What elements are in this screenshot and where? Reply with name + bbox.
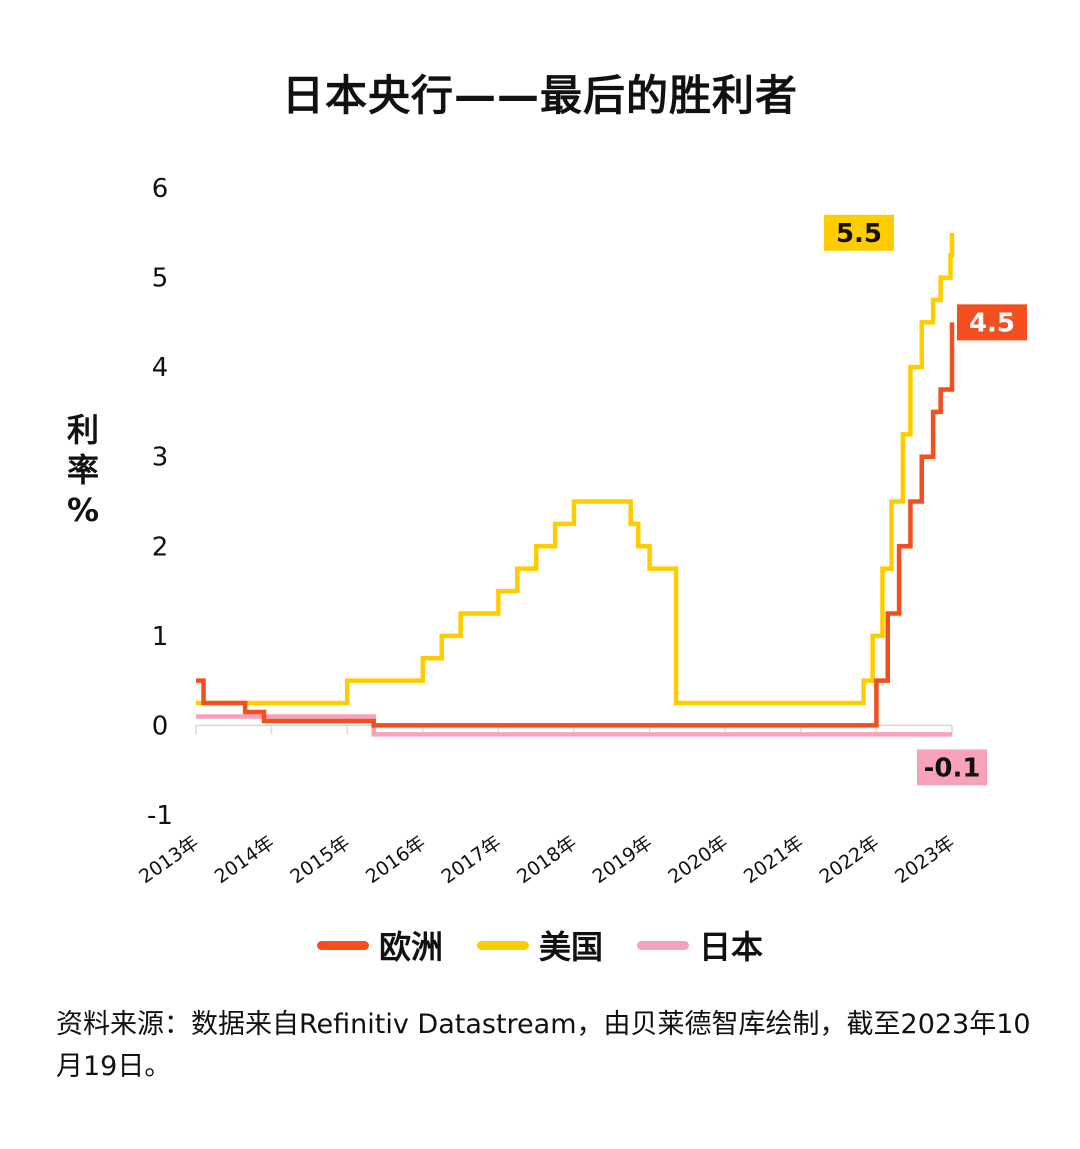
x-tick-label: 2016年 xyxy=(362,832,430,889)
chart-title: 日本央行——最后的胜利者 xyxy=(281,71,798,120)
end-label-text: -0.1 xyxy=(924,753,981,783)
y-tick-label: 5 xyxy=(152,264,169,294)
legend-swatch xyxy=(637,940,689,950)
series-line xyxy=(196,322,955,728)
end-label-box xyxy=(917,749,987,786)
chart-plot: 2013年 2014年 2015年 2016年 2017年 2018年 2019年 2020年… xyxy=(135,174,1027,889)
y-tick-label: -1 xyxy=(147,801,173,831)
y-tick-label: 1 xyxy=(152,622,169,652)
source-note: 资料来源：数据来自Refinitiv Datastream，由贝莱德智库绘制，截… xyxy=(56,1009,1031,1082)
end-label-text: 4.5 xyxy=(969,308,1015,338)
x-tick-label: 2023年 xyxy=(891,832,959,889)
y-axis-label: 利 率 % xyxy=(58,410,108,530)
legend-swatch xyxy=(476,940,529,950)
x-tick-label: 2019年 xyxy=(589,832,657,889)
x-tick-label: 2018年 xyxy=(513,832,581,889)
legend-label: 欧洲 xyxy=(378,928,443,966)
legend: 欧洲 美国 日本 xyxy=(0,922,1080,968)
y-tick-label: 6 xyxy=(152,174,169,204)
legend-item-us: 美国 xyxy=(476,922,603,968)
series-line xyxy=(196,232,955,706)
y-axis-label-char: % xyxy=(66,491,100,529)
legend-item-japan: 日本 xyxy=(637,922,763,968)
y-tick-label: 3 xyxy=(152,443,169,473)
legend-label: 日本 xyxy=(699,928,764,966)
end-label-box xyxy=(824,214,894,251)
x-tick-label: 2021年 xyxy=(740,832,808,889)
x-tick-label: 2014年 xyxy=(211,832,279,889)
x-tick-label: 2013年 xyxy=(135,832,203,889)
x-tick-label: 2022年 xyxy=(815,832,883,889)
y-tick-label: 0 xyxy=(152,711,169,741)
legend-label: 美国 xyxy=(538,928,603,966)
x-tick-label: 2020年 xyxy=(664,832,732,889)
y-axis-label-char: 利 xyxy=(66,411,99,449)
y-tick-label: 2 xyxy=(152,532,169,562)
x-tick-label: 2015年 xyxy=(286,832,354,889)
end-label-box xyxy=(957,304,1027,341)
y-tick-label: 4 xyxy=(152,353,169,383)
legend-item-europe: 欧洲 xyxy=(316,922,443,968)
legend-swatch xyxy=(316,940,369,950)
end-label-text: 5.5 xyxy=(836,219,882,249)
x-tick-label: 2017年 xyxy=(437,832,505,889)
y-axis-label-char: 率 xyxy=(66,451,99,489)
